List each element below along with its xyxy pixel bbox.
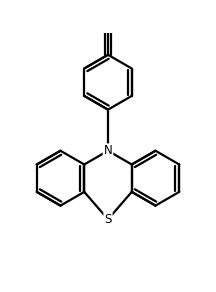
Text: N: N bbox=[104, 144, 112, 157]
Text: S: S bbox=[104, 213, 112, 226]
